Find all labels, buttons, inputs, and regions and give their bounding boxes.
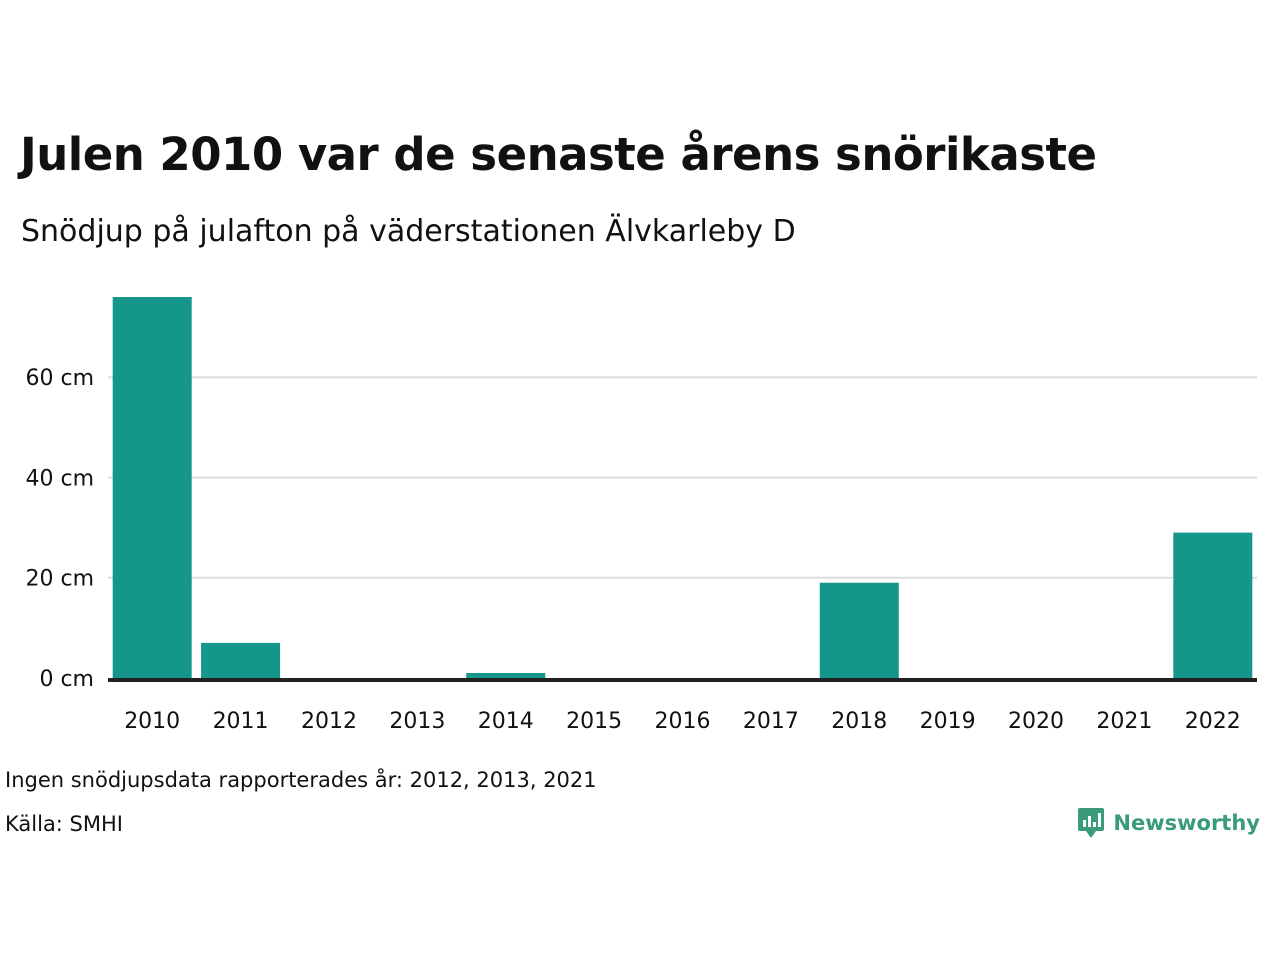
chart-title: Julen 2010 var de senaste årens snörikas… [20,128,1097,181]
x-tick-label: 2011 [213,709,269,734]
x-tick-label: 2019 [920,709,976,734]
bar-chart: 0 cm 20 cm 40 cm 60 cm 2010 2011 2012 2013 2014… [25,297,1257,734]
x-tick-label: 2014 [478,709,534,734]
bar-2014 [466,672,546,678]
x-tick-label: 2012 [301,709,357,734]
y-tick-label: 20 cm [25,567,94,592]
bars [112,297,1253,678]
source-note: Källa: SMHI [5,812,123,836]
x-tick-label: 2017 [743,709,799,734]
y-tick-label: 60 cm [25,366,94,391]
x-tick-label: 2021 [1096,709,1152,734]
x-tick-label: 2022 [1185,709,1241,734]
x-tick-label: 2016 [655,709,711,734]
newsworthy-logo-icon [1078,808,1105,838]
y-axis-ticks: 0 cm 20 cm 40 cm 60 cm [25,366,94,692]
missing-data-note: Ingen snödjupsdata rapporterades år: 201… [5,768,597,792]
brand-name: Newsworthy [1113,811,1260,835]
y-tick-label: 40 cm [25,466,94,491]
x-tick-label: 2010 [124,709,180,734]
x-tick-label: 2020 [1008,709,1064,734]
bar-2011 [201,642,281,678]
x-tick-label: 2018 [831,709,887,734]
bar-2018 [819,582,899,678]
chart-subtitle: Snödjup på julafton på väderstationen Äl… [21,214,796,249]
x-tick-label: 2015 [566,709,622,734]
gridlines [108,376,1257,579]
x-axis-ticks: 2010 2011 2012 2013 2014 2015 2016 2017 2018 2019… [124,709,1241,734]
y-tick-label: 0 cm [39,667,94,692]
x-tick-label: 2013 [389,709,445,734]
bar-2010 [112,297,192,678]
bar-2022 [1173,532,1253,678]
brand-logo: Newsworthy [1077,806,1260,840]
